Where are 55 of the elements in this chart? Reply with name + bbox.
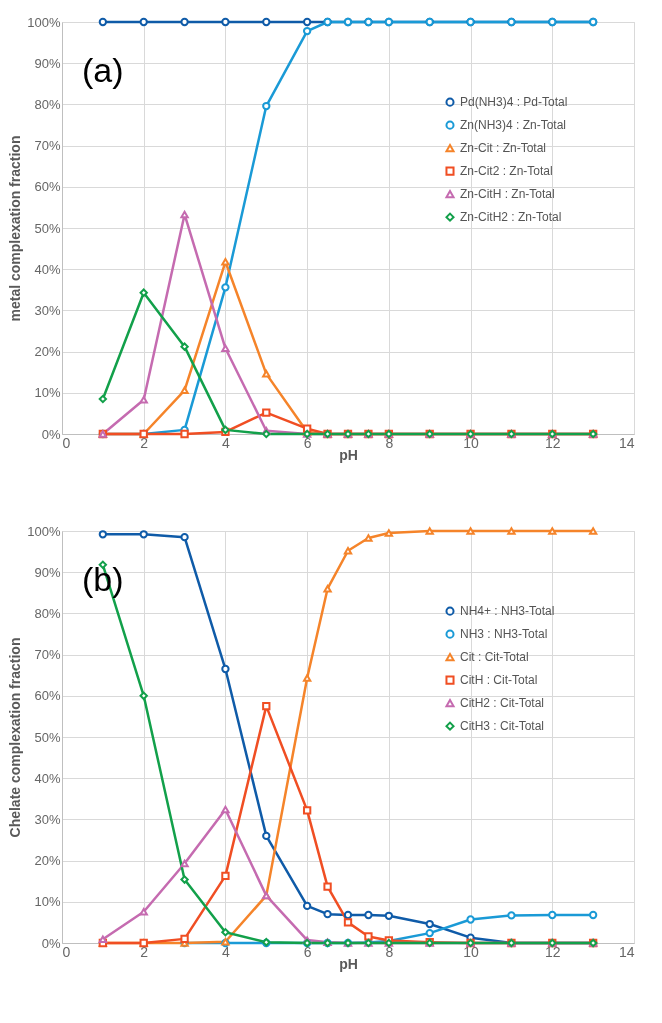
y-tick-label: 60% — [34, 688, 61, 704]
x-tick-label: 8 — [385, 434, 394, 451]
x-tick-label: 2 — [140, 434, 149, 451]
legend-label: Zn-CitH : Zn-Total — [460, 187, 555, 202]
x-tick-label: 12 — [545, 434, 561, 451]
annotation: (a) — [82, 51, 124, 89]
y-tick-label: 70% — [34, 138, 61, 154]
x-tick-label: 2 — [140, 943, 149, 960]
y-axis-title: Chelate complexation fraction — [7, 637, 24, 838]
x-tick-label: 14 — [618, 434, 635, 451]
y-tick-label: 30% — [34, 302, 61, 318]
legend-label: CitH : Cit-Total — [460, 673, 538, 688]
y-tick-label: 30% — [34, 811, 61, 827]
y-tick-label: 10% — [34, 385, 61, 401]
legend-label: Cit : Cit-Total — [460, 650, 529, 665]
legend-label: Zn(NH3)4 : Zn-Total — [460, 118, 567, 133]
y-tick-label: 0% — [41, 935, 61, 951]
y-tick-label: 50% — [34, 220, 61, 236]
x-tick-label: 10 — [463, 943, 480, 960]
y-tick-label: 90% — [34, 564, 61, 580]
y-tick-label: 40% — [34, 770, 61, 786]
legend-label: NH3 : NH3-Total — [460, 627, 548, 642]
y-tick-label: 60% — [34, 179, 61, 195]
legend-label: Zn-Cit : Zn-Total — [460, 141, 547, 156]
x-tick-label: 14 — [618, 943, 635, 960]
x-tick-label: 4 — [222, 943, 231, 960]
legend-label: Zn-CitH2 : Zn-Total — [460, 210, 562, 225]
y-tick-label: 20% — [34, 344, 61, 360]
y-tick-label: 80% — [34, 96, 61, 112]
y-tick-label: 0% — [41, 426, 61, 442]
legend-label: Zn-Cit2 : Zn-Total — [460, 164, 553, 179]
y-tick-label: 100% — [27, 14, 61, 30]
y-tick-label: 100% — [27, 523, 61, 539]
y-tick-label: 20% — [34, 853, 61, 869]
x-axis-title: pH — [339, 955, 358, 972]
y-tick-label: 90% — [34, 55, 61, 71]
legend-label: CitH3 : Cit-Total — [460, 719, 545, 734]
x-tick-label: 10 — [463, 434, 480, 451]
x-axis-title: pH — [339, 446, 358, 463]
legend-label: Pd(NH3)4 : Pd-Total — [460, 95, 568, 110]
y-tick-label: 70% — [34, 647, 61, 663]
y-tick-label: 50% — [34, 729, 61, 745]
x-tick-label: 6 — [303, 434, 312, 451]
y-tick-label: 80% — [34, 605, 61, 621]
legend-label: NH4+ : NH3-Total — [460, 604, 555, 619]
x-tick-label: 12 — [545, 943, 561, 960]
x-tick-label: 4 — [222, 434, 231, 451]
x-tick-label: 6 — [303, 943, 312, 960]
y-axis-title: metal complexation fraction — [7, 135, 24, 322]
x-tick-label: 8 — [385, 943, 394, 960]
x-tick-label: 0 — [62, 943, 71, 960]
y-tick-label: 40% — [34, 261, 61, 277]
x-tick-label: 0 — [62, 434, 71, 451]
y-tick-label: 10% — [34, 894, 61, 910]
legend-label: CitH2 : Cit-Total — [460, 696, 545, 711]
